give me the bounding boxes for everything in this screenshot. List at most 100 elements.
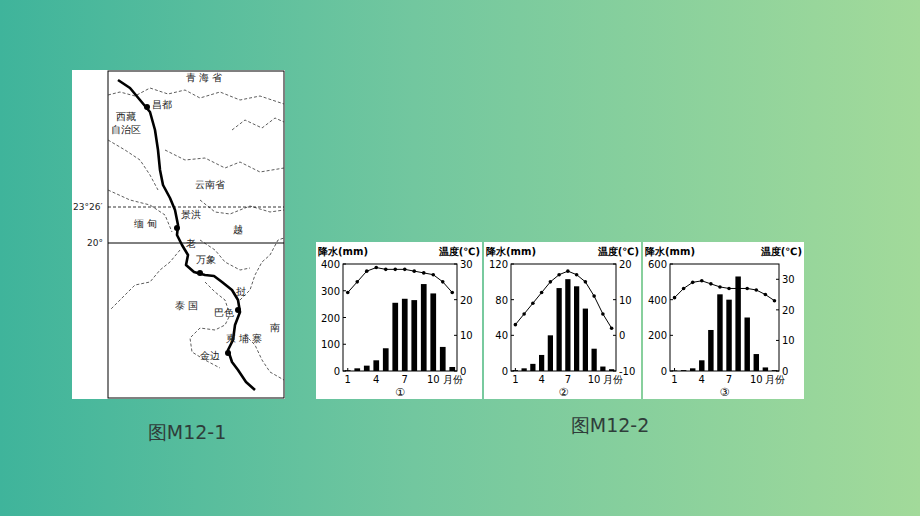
precip-bar [744,318,749,372]
y-tick-label: 600 [648,259,667,270]
chart-title: ① [395,386,405,399]
precip-bar [681,370,686,371]
precip-bar [574,286,579,371]
temp-point [718,285,722,289]
border [190,282,230,368]
temp-point [441,280,445,284]
temp-point [682,287,686,291]
y2-tick-label: 10 [460,330,473,341]
y2-tick-label: 30 [460,259,473,270]
temp-point [601,312,605,316]
map-label: 云南省 [195,179,225,190]
precip-bar [609,369,614,371]
y2-axis-label: 温度(℃) [438,246,480,257]
map-label: 巴色 [214,307,234,318]
temp-point [736,287,740,291]
y-tick-label: 400 [648,295,667,306]
border [200,200,284,214]
precip-bar [345,370,351,371]
precip-bar [763,367,768,371]
figure-caption: 图M12-1 [148,421,227,443]
chart-panel [316,242,482,399]
latitude-label: 20° [87,238,103,248]
precip-bar [583,309,588,371]
precip-bar [672,370,677,371]
x-axis-label: 月份 [765,374,785,385]
y-tick-label: 80 [495,295,508,306]
y-tick [670,335,673,336]
x-tick-label: 7 [402,374,408,385]
border [110,250,180,310]
precip-bar [565,279,570,371]
y2-tick-label: 10 [782,335,795,346]
precip-bar [530,364,535,371]
y2-tick-label: 10 [619,295,632,306]
temp-point [592,294,596,298]
x-tick-label: 7 [565,374,571,385]
plot-frame [670,264,779,371]
temp-point [745,287,749,291]
y2-tick [613,335,616,336]
city-dot [197,270,203,276]
map-label: 金边 [200,350,220,361]
temp-point [393,268,397,272]
x-tick-label: 10 [588,374,601,385]
temp-point [365,269,369,273]
y-tick-label: 0 [334,366,340,377]
temp-point [374,266,378,270]
y2-axis-label: 温度(℃) [760,246,802,257]
y-axis-label: 降水(mm) [486,246,536,257]
chart-panel [643,242,804,399]
x-axis-label: 月份 [443,374,463,385]
border [108,88,284,104]
temp-point [673,296,677,300]
y2-tick [613,264,616,265]
map-label: 缅 甸 [134,218,157,229]
temp-point [412,269,416,273]
y-axis-label: 降水(mm) [318,246,368,257]
temp-point [557,273,561,277]
precip-bar [402,299,408,371]
y-tick [511,264,514,265]
map-label: 柬 埔 寨 [226,333,262,344]
border [232,118,284,130]
chart-title: ② [559,386,569,399]
precip-bar [772,370,777,371]
temp-point [540,291,544,295]
map-label: 西藏 [116,111,136,122]
precip-bar [754,354,759,371]
map-label: 青 海 省 [186,72,222,83]
data-marks [513,269,615,371]
data-marks [345,266,455,371]
x-tick-label: 1 [345,374,351,385]
precip-bar [592,349,597,371]
plot-frame [343,264,457,371]
map-label: 昌都 [152,99,172,110]
y-tick [343,317,346,318]
chart-title: ③ [720,386,730,399]
y2-tick-label: 20 [782,305,795,316]
climate-chart: 降水(mm)温度(℃)04080120-100102014710月份② [484,242,641,399]
temp-point [346,291,350,295]
map-label: 老 [186,238,196,249]
temp-point [691,281,695,285]
map-frame [108,71,284,398]
x-tick-label: 7 [726,374,732,385]
y2-tick-label: 20 [619,259,632,270]
x-tick-label: 10 [750,374,763,385]
map: 青 海 省昌都西藏自治区云南省缅 甸景洪越老万象泰 国挝巴色柬 埔 寨南金边23… [72,70,285,399]
y2-tick [454,264,457,265]
precip-bar [440,347,446,371]
temp-point [355,280,359,284]
temp-point [566,269,570,273]
chart-panel [484,242,641,399]
y2-tick [776,279,779,280]
temp-point [522,312,526,316]
precip-bar [430,293,436,371]
temp-point [727,287,731,291]
climate-chart: 降水(mm)温度(℃)0100200300400010203014710月份① [316,242,482,399]
x-axis-label: 月份 [603,374,623,385]
temp-point [700,279,704,283]
y2-tick [454,335,457,336]
y2-tick [776,309,779,310]
